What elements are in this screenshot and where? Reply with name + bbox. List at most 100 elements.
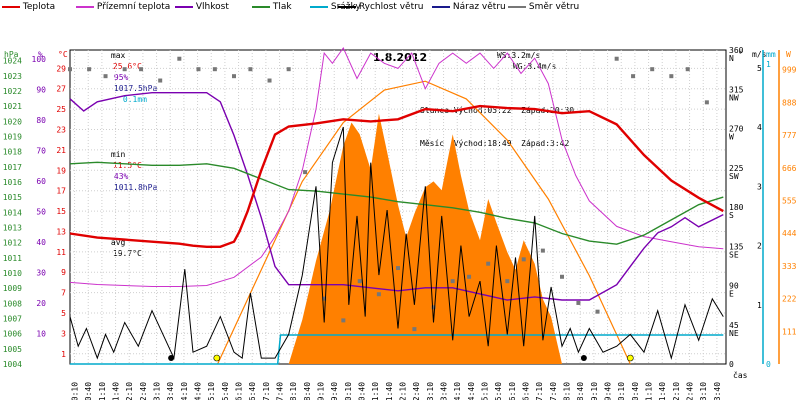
temperature-tick-label: 29 (56, 64, 66, 73)
solar-series (288, 113, 562, 364)
wind-dir-tick-label: SE (729, 250, 739, 259)
stats-avg-label: avg (110, 238, 126, 247)
x-tick-label: 00:40 (84, 382, 93, 400)
stats-max-hum: 95% (113, 73, 129, 82)
temperature-tick-label: 5 (61, 309, 66, 318)
pressure-tick-label: 1015 (3, 193, 22, 202)
legend-label: Směr větru (528, 2, 580, 12)
x-tick-label: 12:40 (412, 382, 421, 400)
legend-item-dir: Směr větru (508, 2, 579, 12)
wind-direction-mark (396, 266, 400, 271)
stats-avg-row: avg 19.7°C (82, 226, 157, 270)
x-tick-label: 03:10 (153, 382, 162, 400)
temperature-tick-label: 27 (56, 85, 66, 94)
temperature-tick-label: 21 (56, 146, 66, 155)
wind-direction-mark (376, 292, 381, 297)
pressure-unit: hPa (4, 50, 19, 59)
sunrise-marker (213, 354, 221, 362)
stats-min-hum: 43% (113, 172, 129, 181)
x-tick-label: 09:40 (330, 382, 339, 400)
x-tick-label: 21:40 (658, 382, 667, 400)
x-tick-label: 13:40 (440, 382, 449, 400)
x-tick-label: 09:10 (317, 382, 326, 400)
wind-ms-tick-label: 2 (757, 242, 762, 251)
legend-item-wind: Rychlost větru (338, 2, 424, 12)
stats-min-label: min (110, 150, 126, 159)
pressure-tick-label: 1012 (3, 239, 22, 248)
pressure-tick-label: 1023 (3, 72, 22, 81)
pressure-line (69, 161, 724, 245)
humidity-unit: % (38, 50, 43, 59)
stats-avg-temp: 19.7°C (112, 249, 142, 258)
x-tick-label: 07:10 (262, 382, 271, 400)
wind-direction-mark (177, 56, 182, 61)
wind-direction-mark (232, 74, 236, 79)
wind-direction-mark (505, 279, 510, 284)
legend: Teplota Přízemní teplota Vlhkost Tlak Sr… (0, 0, 800, 14)
pressure-tick-label: 1013 (3, 223, 22, 232)
wind-direction-mark (576, 300, 581, 305)
wind-direction-mark (431, 305, 436, 310)
x-tick-label: 16:10 (508, 382, 517, 400)
x-tick-label: 14:10 (453, 382, 462, 400)
x-tick-label: 01:40 (112, 382, 121, 400)
humidity-tick-label: 10 (36, 330, 46, 339)
wind-direction-mark (412, 327, 417, 332)
legend-label: Vlhkost (195, 2, 229, 12)
wind-direction-mark (68, 67, 72, 72)
wind-direction-mark (267, 78, 272, 83)
x-tick-label: 08:40 (303, 382, 312, 400)
x-tick-label: 11:40 (385, 382, 394, 400)
wind-direction-mark (685, 67, 690, 72)
moon-row: Měsíc Východ:18:49 Západ:3:42 (420, 139, 570, 148)
wind-dir-tick-label: 45 (729, 321, 739, 330)
wind-ms-tick-label: 1 (757, 301, 762, 310)
temperature-tick-label: 3 (61, 329, 66, 338)
stats-block: max 25.6°C 95% 1017.5hPa 0.1mm min 11.5°… (82, 17, 157, 292)
x-tick-label: 23:10 (699, 382, 708, 400)
x-tick-label: 03:40 (166, 382, 175, 400)
pressure-tick-label: 1006 (3, 330, 22, 339)
wind-ms-tick-label: 3 (757, 182, 762, 191)
x-tick-label: 16:40 (522, 382, 531, 400)
wind-dir-tick-label: 180 (729, 203, 744, 212)
legend-item-vlhkost: Vlhkost (175, 2, 229, 12)
humidity-tick-label: 40 (36, 238, 46, 247)
humidity-tick-label: 30 (36, 269, 46, 278)
x-tick-label: 04:40 (194, 382, 203, 400)
x-tick-label: 06:40 (248, 382, 257, 400)
pressure-tick-label: 1016 (3, 178, 22, 187)
legend-item-dew: Přízemní teplota (76, 2, 170, 12)
wind-dir-tick-label: E (729, 290, 734, 299)
stats-max-press: 1017.5hPa (113, 84, 158, 93)
wind-direction-mark (540, 248, 545, 253)
legend-swatch (432, 5, 450, 8)
x-axis-label: čas (733, 370, 748, 380)
humidity-tick-label: 100 (32, 55, 47, 64)
wind-direction-mark (341, 318, 346, 323)
wind-ms-unit: m/s (752, 50, 767, 59)
solar-radiation-area (288, 113, 562, 364)
wind-direction-mark (521, 257, 526, 262)
temperature-tick-label: 19 (56, 166, 66, 175)
stats-max-row: max 25.6°C 95% 1017.5hPa 0.1mm (82, 39, 157, 116)
wind-direction-mark (322, 296, 327, 301)
legend-swatch (76, 5, 94, 8)
x-tick-label: 14:40 (467, 382, 476, 400)
x-tick-label: 08:10 (289, 382, 298, 400)
legend-label: Náraz větru (452, 2, 506, 12)
pressure-tick-label: 1019 (3, 132, 22, 141)
temperature-tick-label: 23 (56, 126, 66, 135)
precipitation-line (70, 334, 724, 365)
pressure-tick-label: 1022 (3, 87, 22, 96)
legend-label: Rychlost větru (358, 2, 424, 12)
x-tick-label: 18:40 (576, 382, 585, 400)
wind-direction-mark (595, 309, 600, 314)
legend-label: Přízemní teplota (96, 2, 171, 12)
wind-ms-tick-label: 4 (757, 123, 762, 132)
x-tick-label: 18:10 (563, 382, 572, 400)
wind-direction-mark (486, 261, 491, 266)
ground-temperature-line (69, 46, 724, 287)
solar-tick-label: 777 (782, 131, 797, 140)
